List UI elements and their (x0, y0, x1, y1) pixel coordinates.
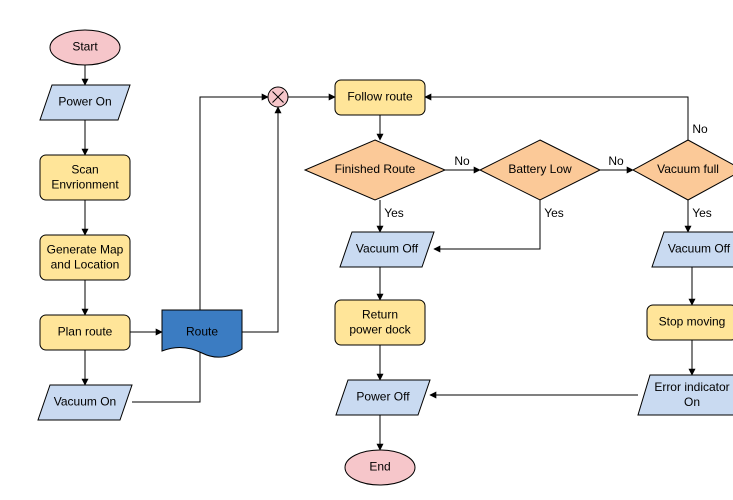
node-follow: Follow route (335, 80, 425, 115)
edge-label-batLow-yes: Yes (544, 206, 564, 220)
edge-batLow-yes (434, 200, 540, 249)
edge-label-finRt-yes: Yes (384, 206, 404, 220)
node-scanEnv: ScanEnvrionment (40, 155, 130, 200)
node-label: End (369, 460, 390, 474)
node-label: Finished Route (335, 162, 416, 176)
node-powerOn: Power On (40, 85, 130, 120)
node-batLow: Battery Low (480, 140, 600, 200)
node-label: Power Off (356, 390, 410, 404)
node-label: Route (186, 325, 218, 339)
edge-route-gate (242, 107, 278, 332)
edge-vacOn-gate (132, 97, 268, 402)
node-label: Vacuum Off (668, 242, 731, 256)
node-gate (268, 87, 288, 107)
node-label: Follow route (347, 90, 413, 104)
node-start: Start (50, 30, 120, 65)
edge-label-batLow-no: No (608, 154, 624, 168)
edge-vacFull-no (425, 97, 688, 140)
node-powerOff: Power Off (336, 380, 430, 415)
node-end: End (345, 450, 415, 485)
node-label: Generate Map (47, 243, 124, 257)
node-planRt: Plan route (40, 315, 130, 350)
node-label: Battery Low (508, 162, 572, 176)
node-label: On (684, 395, 700, 409)
node-label: Vacuum On (54, 395, 116, 409)
node-stopMv: Stop moving (647, 305, 733, 340)
edge-label-vacFull-yes: Yes (692, 206, 712, 220)
node-retDock: Returnpower dock (335, 300, 425, 345)
node-label: Vacuum full (657, 162, 719, 176)
node-label: power dock (349, 323, 411, 337)
node-label: and Location (51, 258, 120, 272)
node-label: Power On (58, 95, 111, 109)
node-genMap: Generate Mapand Location (40, 235, 130, 280)
node-vacOn: Vacuum On (38, 385, 132, 420)
node-label: Plan route (58, 325, 113, 339)
edge-label-finRt-no: No (454, 154, 470, 168)
node-label: Vacuum Off (356, 242, 419, 256)
node-label: Start (72, 40, 98, 54)
node-vacOff2: Vacuum Off (652, 232, 733, 267)
edge-label-vacFull-no: No (692, 122, 708, 136)
node-label: Return (362, 308, 398, 322)
node-label: Error indicator (654, 380, 729, 394)
node-vacOff1: Vacuum Off (340, 232, 434, 267)
node-label: Stop moving (659, 315, 726, 329)
node-vacFull: Vacuum full (633, 140, 733, 200)
flowchart-canvas: No Yes No Yes No Yes Start Power On ScanEnvrionm… (0, 0, 733, 500)
node-route: Route (162, 310, 242, 357)
node-errInd: Error indicatorOn (638, 375, 733, 415)
node-label: Envrionment (51, 178, 119, 192)
node-finRt: Finished Route (305, 140, 445, 200)
node-label: Scan (71, 163, 98, 177)
